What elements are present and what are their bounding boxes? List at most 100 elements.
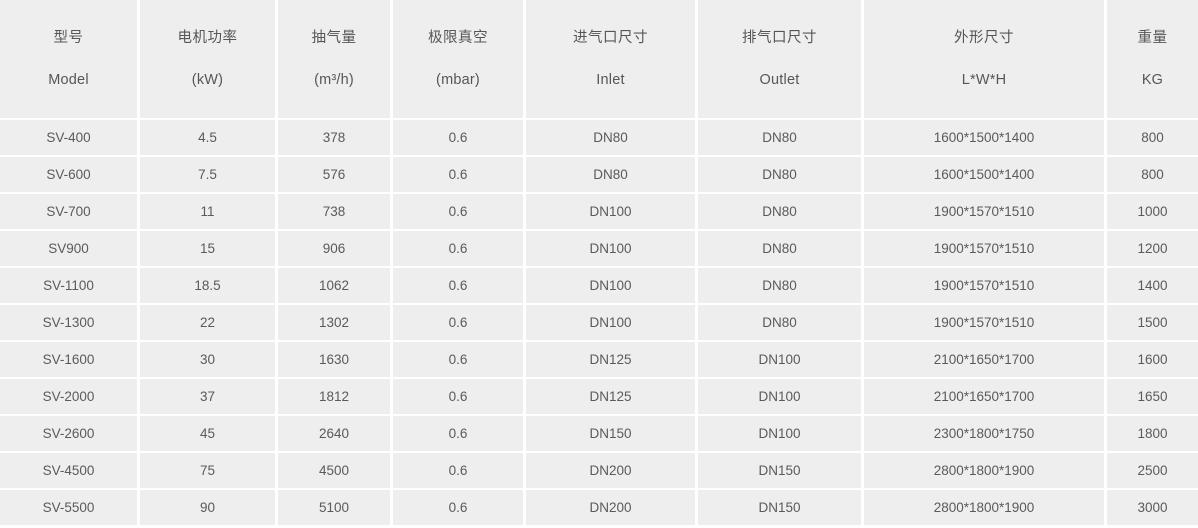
table-cell: 1900*1570*1510 [864,231,1104,266]
table-cell: 3000 [1107,490,1198,525]
table-cell: 2500 [1107,453,1198,488]
table-cell: DN80 [698,231,861,266]
header-label-en: (mbar) [436,71,480,88]
header-label-zh: 排气口尺寸 [742,30,817,46]
table-cell: 4.5 [140,120,275,155]
table-cell: DN100 [526,305,695,340]
table-cell: DN100 [526,231,695,266]
table-cell: 18.5 [140,268,275,303]
table-cell: 4500 [278,453,390,488]
table-cell: SV-400 [0,120,137,155]
table-cell: DN100 [698,379,861,414]
table-cell: 45 [140,416,275,451]
table-cell: 11 [140,194,275,229]
table-cell: DN150 [698,490,861,525]
table-cell: DN80 [698,120,861,155]
table-cell: DN200 [526,453,695,488]
table-cell: 1630 [278,342,390,377]
table-cell: DN100 [698,342,861,377]
table-cell: 2640 [278,416,390,451]
table-cell: 1812 [278,379,390,414]
table-cell: 15 [140,231,275,266]
table-cell: 0.6 [393,120,523,155]
table-cell: DN80 [526,157,695,192]
table-cell: 0.6 [393,194,523,229]
table-cell: SV-2000 [0,379,137,414]
table-cell: 1200 [1107,231,1198,266]
table-cell: 1062 [278,268,390,303]
table-cell: 1900*1570*1510 [864,194,1104,229]
header-label-en: (kW) [191,71,224,88]
table-cell: DN80 [698,157,861,192]
table-cell: 7.5 [140,157,275,192]
table-cell: 1900*1570*1510 [864,305,1104,340]
table-cell: 22 [140,305,275,340]
table-cell: SV-5500 [0,490,137,525]
table-cell: 800 [1107,157,1198,192]
table-cell: 1600 [1107,342,1198,377]
header-label-zh: 重量 [1137,30,1168,46]
table-cell: SV-4500 [0,453,137,488]
header-cell: 进气口尺寸 Inlet [526,0,695,118]
header-label-zh: 型号 [53,30,84,46]
table-cell: 0.6 [393,268,523,303]
table-cell: 90 [140,490,275,525]
table-cell: DN150 [698,453,861,488]
table-cell: 576 [278,157,390,192]
table-cell: SV-2600 [0,416,137,451]
table-cell: 1000 [1107,194,1198,229]
table-cell: 0.6 [393,305,523,340]
table-cell: DN100 [526,194,695,229]
table-cell: 5100 [278,490,390,525]
table-cell: 1500 [1107,305,1198,340]
table-cell: 800 [1107,120,1198,155]
table-cell: 75 [140,453,275,488]
table-cell: 1900*1570*1510 [864,268,1104,303]
table-cell: DN150 [526,416,695,451]
table-cell: 1600*1500*1400 [864,120,1104,155]
header-label-en: Outlet [759,71,800,88]
table-cell: 1800 [1107,416,1198,451]
table-cell: 0.6 [393,379,523,414]
header-cell: 抽气量 (m³/h) [278,0,390,118]
table-cell: 2800*1800*1900 [864,490,1104,525]
header-label-en: Model [48,71,89,88]
header-label-zh: 进气口尺寸 [573,30,648,46]
table-cell: SV900 [0,231,137,266]
table-cell: 2100*1650*1700 [864,379,1104,414]
table-cell: 378 [278,120,390,155]
header-label-zh: 外形尺寸 [954,30,1014,46]
table-cell: 37 [140,379,275,414]
table-cell: DN125 [526,379,695,414]
table-cell: DN100 [698,416,861,451]
table-cell: 738 [278,194,390,229]
header-cell: 型号 Model [0,0,137,118]
table-cell: 1650 [1107,379,1198,414]
table-cell: SV-600 [0,157,137,192]
table-cell: 0.6 [393,342,523,377]
table-cell: 906 [278,231,390,266]
header-cell: 排气口尺寸 Outlet [698,0,861,118]
table-cell: SV-1600 [0,342,137,377]
table-cell: 30 [140,342,275,377]
table-cell: 1302 [278,305,390,340]
table-cell: DN80 [698,268,861,303]
table-cell: 0.6 [393,157,523,192]
table-cell: DN200 [526,490,695,525]
table-cell: SV-700 [0,194,137,229]
table-cell: 0.6 [393,231,523,266]
header-label-en: KG [1141,71,1164,88]
table-cell: DN100 [526,268,695,303]
table-cell: DN125 [526,342,695,377]
table-cell: DN80 [526,120,695,155]
header-label-en: L*W*H [961,71,1007,88]
table-cell: SV-1300 [0,305,137,340]
table-cell: 0.6 [393,416,523,451]
header-label-zh: 抽气量 [311,30,357,46]
table-cell: DN80 [698,305,861,340]
table-cell: 0.6 [393,490,523,525]
table-cell: 2300*1800*1750 [864,416,1104,451]
header-label-en: (m³/h) [314,71,354,88]
